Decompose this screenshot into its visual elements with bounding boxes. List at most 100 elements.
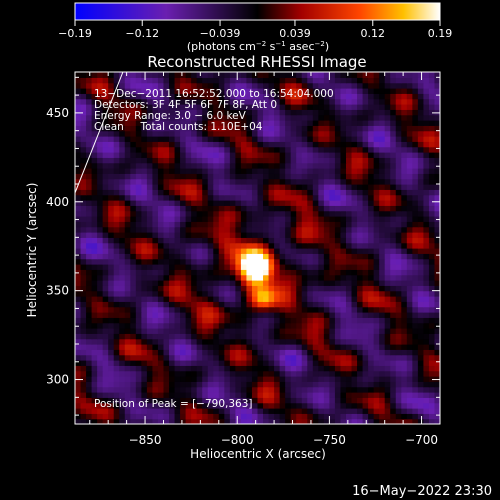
heatmap-cell [174,226,181,233]
heatmap-cell [274,413,281,420]
heatmap-cell [119,205,126,212]
heatmap-cell [368,253,375,260]
heatmap-cell [307,306,314,313]
heatmap-cell [163,130,170,137]
heatmap-cell [196,226,203,233]
heatmap-cell [357,205,364,212]
heatmap-cell [185,125,192,132]
heatmap-cell [345,370,353,377]
heatmap-cell [412,253,419,260]
heatmap-cell [334,242,342,249]
heatmap-cell [428,248,436,254]
heatmap-cell [323,237,330,244]
heatmap-cell [207,136,214,142]
heatmap-cell [373,296,380,302]
heatmap-cell [417,120,425,126]
heatmap-cell [329,274,336,281]
colorbar-tick-label: −0.12 [125,27,159,40]
heatmap-cell [312,354,319,361]
heatmap-cell [108,338,115,345]
heatmap-cell [91,386,98,393]
heatmap-cell [102,322,109,329]
heatmap-cell [86,285,93,292]
heatmap-cell [91,146,98,153]
heatmap-cell [417,402,425,409]
heatmap-cell [323,98,330,105]
heatmap-cell [362,157,369,164]
heatmap-cell [191,392,198,398]
heatmap-cell [169,72,176,78]
heatmap-cell [135,402,142,409]
heatmap-cell [251,381,259,388]
heatmap-cell [213,285,220,292]
heatmap-cell [91,258,98,265]
heatmap-cell [312,146,319,153]
heatmap-cell [434,253,440,260]
heatmap-cell [323,248,330,254]
heatmap-cell [312,200,319,206]
heatmap-cell [130,280,137,286]
heatmap-cell [108,322,115,329]
heatmap-cell [174,381,181,388]
heatmap-cell [257,392,264,398]
heatmap-cell [80,189,87,196]
heatmap-cell [318,125,325,132]
heatmap-cell [279,338,286,345]
heatmap-cell [412,280,419,286]
heatmap-cell [169,146,176,153]
heatmap-cell [146,333,154,340]
heatmap-cell [213,146,220,153]
heatmap-cell [312,173,319,180]
heatmap-cell [428,269,436,276]
heatmap-cell [285,146,292,153]
heatmap-cell [174,152,181,158]
heatmap-cell [417,82,425,89]
heatmap-cell [191,162,198,169]
heatmap-cell [229,312,236,318]
heatmap-cell [329,365,336,372]
heatmap-cell [263,280,270,286]
heatmap-cell [290,200,297,206]
heatmap-cell [417,397,425,404]
heatmap-cell [102,194,109,201]
heatmap-cell [307,338,314,345]
heatmap-cell [213,296,220,302]
heatmap-cell [417,130,425,137]
heatmap-cell [235,162,242,169]
heatmap-cell [417,338,425,345]
heatmap-cell [130,120,137,126]
heatmap-cell [412,104,419,110]
heatmap-cell [218,306,225,313]
heatmap-cell [146,189,154,196]
heatmap-cell [240,152,248,158]
heatmap-cell [329,98,336,105]
heatmap-cell [368,88,375,94]
heatmap-cell [373,269,380,276]
heatmap-cell [202,98,209,105]
heatmap-cell [373,178,380,185]
heatmap-cell [345,237,353,244]
heatmap-cell [163,104,170,110]
heatmap-cell [146,114,154,121]
heatmap-cell [406,301,413,308]
heatmap-cell [406,125,413,132]
heatmap-cell [296,413,303,420]
heatmap-cell [428,205,436,212]
heatmap-cell [180,365,187,372]
heatmap-cell [423,248,430,254]
heatmap-cell [351,210,358,217]
x-axis-label: Heliocentric X (arcsec) [190,447,326,461]
heatmap-cell [307,296,314,302]
heatmap-cell [318,285,325,292]
heatmap-cell [235,237,242,244]
heatmap-cell [417,354,425,361]
heatmap-cell [75,258,82,265]
heatmap-cell [351,104,358,110]
heatmap-cell [218,205,225,212]
heatmap-cell [401,82,408,89]
heatmap-cell [274,226,281,233]
heatmap-cell [130,264,137,270]
heatmap-cell [113,168,120,174]
heatmap-cell [224,349,231,356]
heatmap-cell [163,120,170,126]
